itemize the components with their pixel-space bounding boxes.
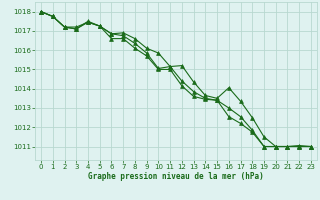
- X-axis label: Graphe pression niveau de la mer (hPa): Graphe pression niveau de la mer (hPa): [88, 172, 264, 181]
